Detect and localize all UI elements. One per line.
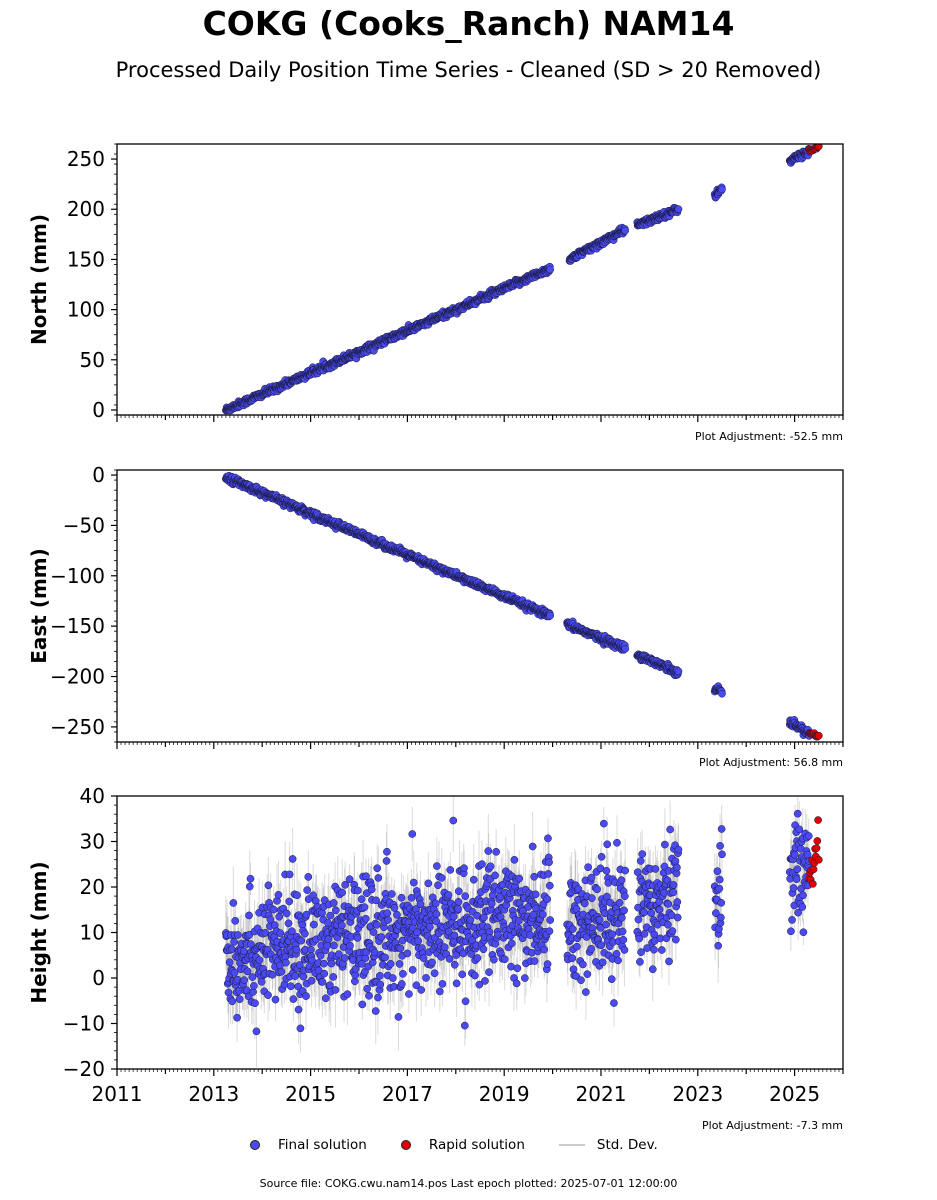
chart-title: COKG (Cooks_Ranch) NAM14: [202, 4, 735, 43]
panel-north: 0 50 100 150 200 250 North (mm) Plot Adjustment…: [27, 143, 844, 443]
final-point: [546, 265, 555, 274]
points-layer: [222, 471, 823, 741]
y-tick-label: 200: [67, 197, 105, 221]
final-point: [674, 205, 683, 214]
rapid-point: [814, 144, 823, 151]
points-layer: [222, 144, 823, 415]
panel-frame: [116, 143, 844, 416]
y-axis-label: North (mm): [27, 214, 51, 345]
final-point: [718, 185, 726, 194]
final-point: [546, 611, 555, 620]
y-tick-label: 0: [92, 398, 105, 422]
y-tick-label: 250: [67, 147, 105, 171]
final-point: [621, 226, 630, 235]
y-tick-label: 150: [67, 247, 105, 271]
y-tick-label: 100: [67, 298, 105, 322]
chart-subtitle: Processed Daily Position Time Series - C…: [115, 58, 822, 82]
plot-adjustment-label: Plot Adjustment: -52.5 mm: [695, 430, 843, 443]
y-tick-label: 50: [80, 348, 105, 372]
final-point: [621, 644, 630, 653]
